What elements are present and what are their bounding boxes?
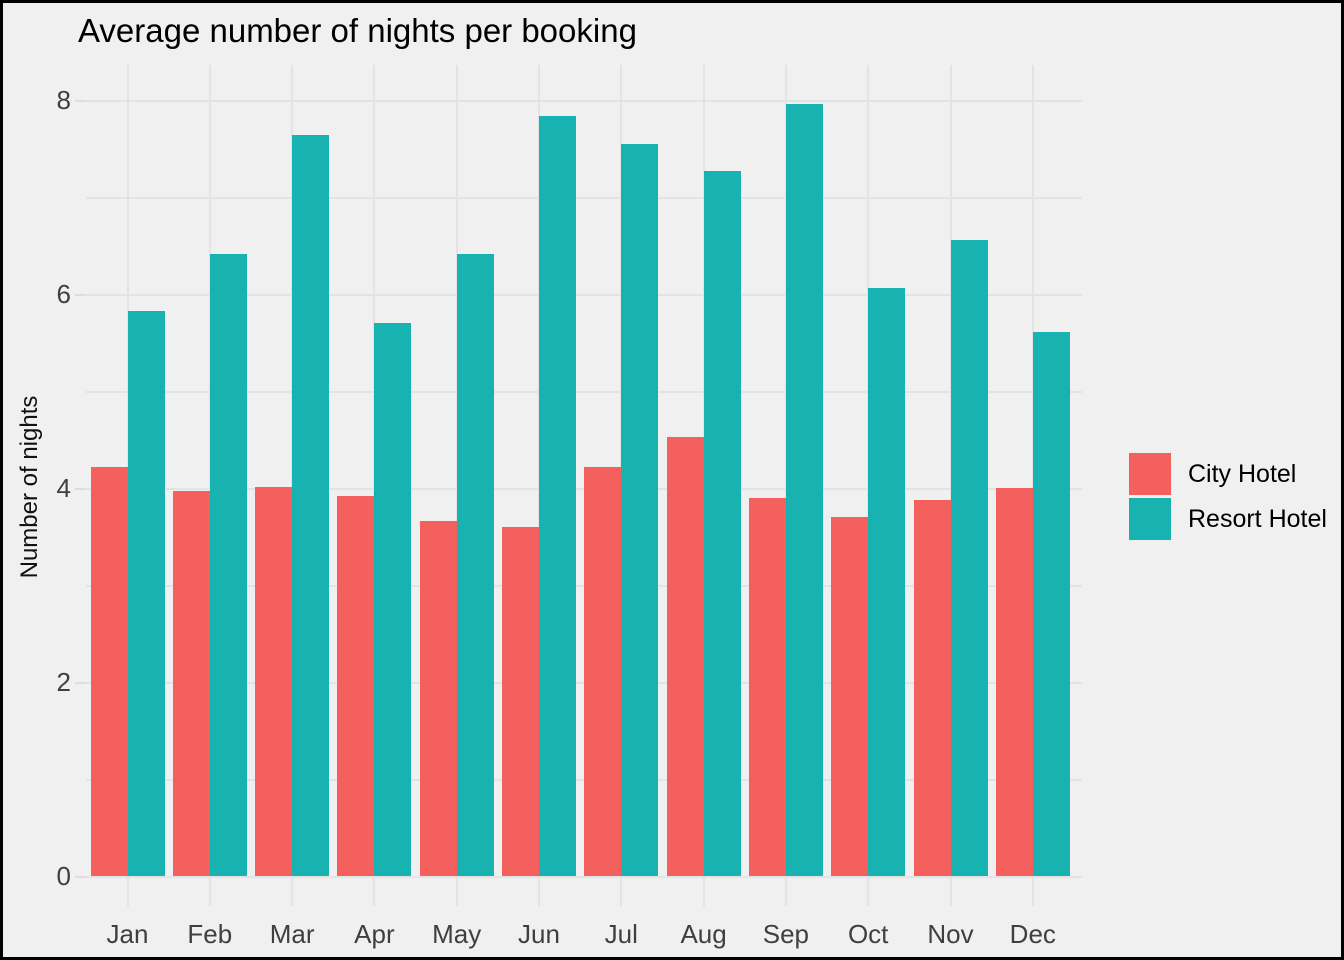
bar-city-hotel-mar [255,487,293,876]
bar-resort-hotel-oct [868,288,906,876]
legend-label: Resort Hotel [1188,504,1327,533]
legend-item-city-hotel: City Hotel [1129,453,1327,495]
bar-city-hotel-oct [831,517,869,876]
bar-resort-hotel-may [456,254,494,876]
x-tick-label-jan: Jan [106,919,149,949]
chart-title: Average number of nights per booking [78,12,637,49]
y-tick-label: 2 [56,667,71,697]
bar-city-hotel-sep [748,497,786,876]
x-tick-label-oct: Oct [847,919,889,949]
x-tick-label-may: May [432,919,482,949]
gridline-horizontal [86,488,1082,490]
bar-resort-hotel-jan [127,311,165,876]
bar-city-hotel-may [419,520,457,876]
x-tick-label-jun: Jun [518,919,560,949]
x-tick-label-feb: Feb [187,919,233,949]
y-tick-mark [75,682,86,684]
gridline-horizontal [86,876,1082,878]
gridline-horizontal [86,294,1082,296]
bar-city-hotel-jun [502,526,539,876]
bar-city-hotel-apr [337,495,375,876]
legend-swatch [1129,453,1171,495]
bar-city-hotel-jul [584,466,622,876]
legend: City Hotel Resort Hotel [1129,453,1327,543]
bar-resort-hotel-nov [950,239,988,876]
legend-label: City Hotel [1188,459,1297,488]
bar-resort-hotel-apr [374,323,412,876]
x-tick-label-sep: Sep [762,919,810,949]
y-tick-mark [75,876,86,878]
gridline-horizontal [86,100,1082,102]
x-tick-label-mar: Mar [269,919,315,949]
gridline-horizontal [86,682,1082,684]
bar-resort-hotel-mar [292,134,330,876]
legend-item-resort-hotel: Resort Hotel [1129,498,1327,540]
bar-resort-hotel-dec [1032,331,1070,876]
bar-resort-hotel-feb [209,254,247,876]
y-tick-label: 4 [56,473,71,503]
bar-city-hotel-dec [995,488,1033,876]
plot-area [86,65,1082,906]
bar-city-hotel-jan [90,466,128,876]
x-tick-label-aug: Aug [680,919,727,949]
bar-city-hotel-nov [913,499,951,876]
gridline-horizontal [86,197,1082,199]
bar-resort-hotel-aug [703,170,741,876]
x-tick-label-dec: Dec [1009,919,1056,949]
y-tick-mark [75,100,86,102]
x-tick-label-apr: Apr [354,919,395,949]
bar-city-hotel-aug [666,436,704,876]
y-tick-mark [75,488,86,490]
y-tick-mark [75,294,86,296]
gridline-horizontal [86,779,1082,781]
bar-resort-hotel-jun [539,116,576,876]
gridline-horizontal [86,585,1082,587]
y-tick-label: 0 [56,861,71,891]
x-tick-label-jul: Jul [604,919,638,949]
bar-city-hotel-feb [172,490,210,876]
bar-resort-hotel-sep [785,103,823,876]
legend-swatch [1129,498,1171,540]
y-tick-label: 8 [56,85,71,115]
gridline-horizontal [86,391,1082,393]
y-tick-label: 6 [56,279,71,309]
bar-resort-hotel-jul [621,143,659,876]
x-tick-label-nov: Nov [927,919,974,949]
